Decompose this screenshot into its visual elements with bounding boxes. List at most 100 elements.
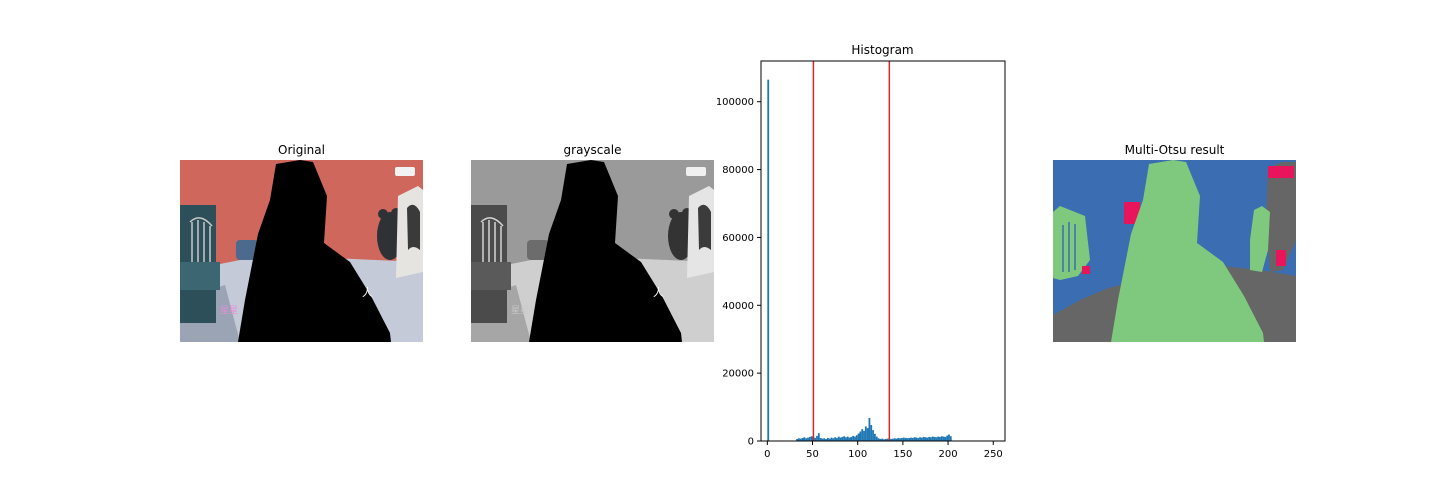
histogram-bar — [855, 435, 858, 441]
histogram-bar — [846, 436, 849, 441]
histogram-bar — [883, 439, 885, 441]
histogram-bar — [805, 438, 808, 441]
silhouette — [238, 160, 391, 342]
histogram-bar — [913, 437, 916, 441]
y-tick-label: 20000 — [722, 369, 754, 380]
histogram-bar — [864, 426, 867, 441]
class-mid-silhouette — [1111, 160, 1264, 342]
sofa-top — [471, 262, 511, 290]
histogram-bar — [870, 425, 873, 441]
sofa-top — [180, 262, 220, 290]
histogram-bar — [893, 438, 896, 441]
original-image: 星星 人 — [180, 160, 423, 342]
grayscale-panel: grayscale 星星 人 — [471, 143, 714, 342]
histogram-bar — [845, 437, 847, 441]
x-tick-label: 50 — [806, 449, 819, 460]
class-mid-right-blob — [1250, 206, 1270, 272]
caption-left: 星星 — [511, 305, 529, 316]
y-tick-label: 60000 — [722, 233, 754, 244]
toy-ear-left — [669, 209, 679, 219]
histogram-bar — [906, 438, 909, 441]
histogram-bar — [861, 429, 864, 441]
original-panel: Original 星星 人 — [180, 143, 423, 342]
result-image — [1053, 160, 1296, 342]
histogram-bar — [933, 436, 936, 441]
histogram-bar — [823, 438, 826, 441]
histogram-title: Histogram — [851, 43, 913, 57]
histogram-bar — [949, 436, 952, 441]
histogram-bar — [857, 433, 860, 441]
y-tick-label: 80000 — [722, 165, 754, 176]
histogram-bar — [935, 437, 938, 441]
histogram-bar — [919, 437, 921, 441]
histogram-bar — [879, 438, 882, 441]
histogram-bar — [875, 436, 878, 441]
y-axis-ticks: 0 20000 40000 60000 80000 100000 — [716, 97, 761, 448]
histogram-bar — [942, 436, 945, 441]
plot-frame — [760, 60, 1006, 442]
histogram-bar — [902, 437, 905, 441]
histogram-bar — [940, 436, 943, 441]
histogram-bar — [801, 437, 804, 441]
histogram-bar — [850, 436, 853, 441]
chair — [527, 240, 549, 260]
histogram-bar — [836, 437, 838, 441]
y-tick-label: 100000 — [716, 97, 754, 108]
histogram-bar — [807, 437, 809, 441]
histogram-bar — [863, 430, 865, 441]
histogram-bar — [848, 437, 851, 441]
corner-logo — [686, 167, 706, 176]
threshold-lines — [812, 61, 891, 441]
histogram-bar — [886, 438, 889, 441]
corner-logo — [395, 167, 415, 176]
histogram-bar — [890, 438, 893, 441]
toy-figure — [668, 212, 694, 260]
histogram-bar — [926, 437, 929, 441]
x-tick-label: 0 — [764, 449, 770, 460]
blue-chair — [236, 240, 258, 260]
histogram-bar — [924, 437, 927, 441]
histogram-bar — [904, 437, 907, 441]
histogram-bar — [852, 435, 855, 441]
x-tick-label: 150 — [893, 449, 912, 460]
poster-figure — [698, 204, 711, 250]
histogram-bar — [915, 437, 918, 441]
histogram-bar — [884, 438, 887, 441]
poster-figure — [407, 204, 420, 250]
histogram-bar — [901, 437, 903, 441]
histogram-bar — [767, 79, 770, 442]
histogram-bar — [843, 436, 846, 441]
histogram-bar — [817, 433, 820, 441]
histogram-bar — [920, 437, 923, 441]
histogram-bar — [854, 436, 856, 441]
histogram-bar — [819, 437, 822, 441]
y-tick-label: 40000 — [722, 301, 754, 312]
class-high-right — [1266, 162, 1296, 272]
histogram-panel: Histogram 0 50 100 150 200 250 0 20000 40000 600… — [716, 43, 1006, 460]
histogram-bar — [946, 435, 949, 441]
histogram-bar — [892, 438, 894, 441]
y-tick-label: 0 — [748, 437, 754, 448]
grayscale-image: 星星 人 — [471, 160, 714, 342]
histogram-bar — [796, 438, 799, 441]
histogram-bar — [803, 437, 806, 441]
x-axis-ticks: 0 50 100 150 200 250 — [764, 441, 1003, 460]
grayscale-title: grayscale — [564, 143, 622, 157]
histogram-bar — [948, 434, 950, 441]
histogram-bar — [808, 436, 811, 441]
histogram-bar — [825, 438, 827, 441]
histogram-bar — [911, 437, 914, 441]
histogram-bar — [830, 437, 833, 441]
caption-left: 星星 — [220, 305, 238, 316]
toy-ear-left — [378, 209, 388, 219]
histogram-bar — [895, 438, 898, 441]
histogram-bar — [832, 438, 835, 441]
histogram-bar — [922, 436, 925, 441]
caption-right: 人 — [653, 286, 664, 299]
histogram-bar — [839, 437, 842, 441]
histogram-bar — [798, 438, 800, 441]
class-mid-stripes — [1062, 222, 1076, 272]
histogram-bar — [899, 438, 902, 441]
histogram-bar — [873, 433, 876, 441]
